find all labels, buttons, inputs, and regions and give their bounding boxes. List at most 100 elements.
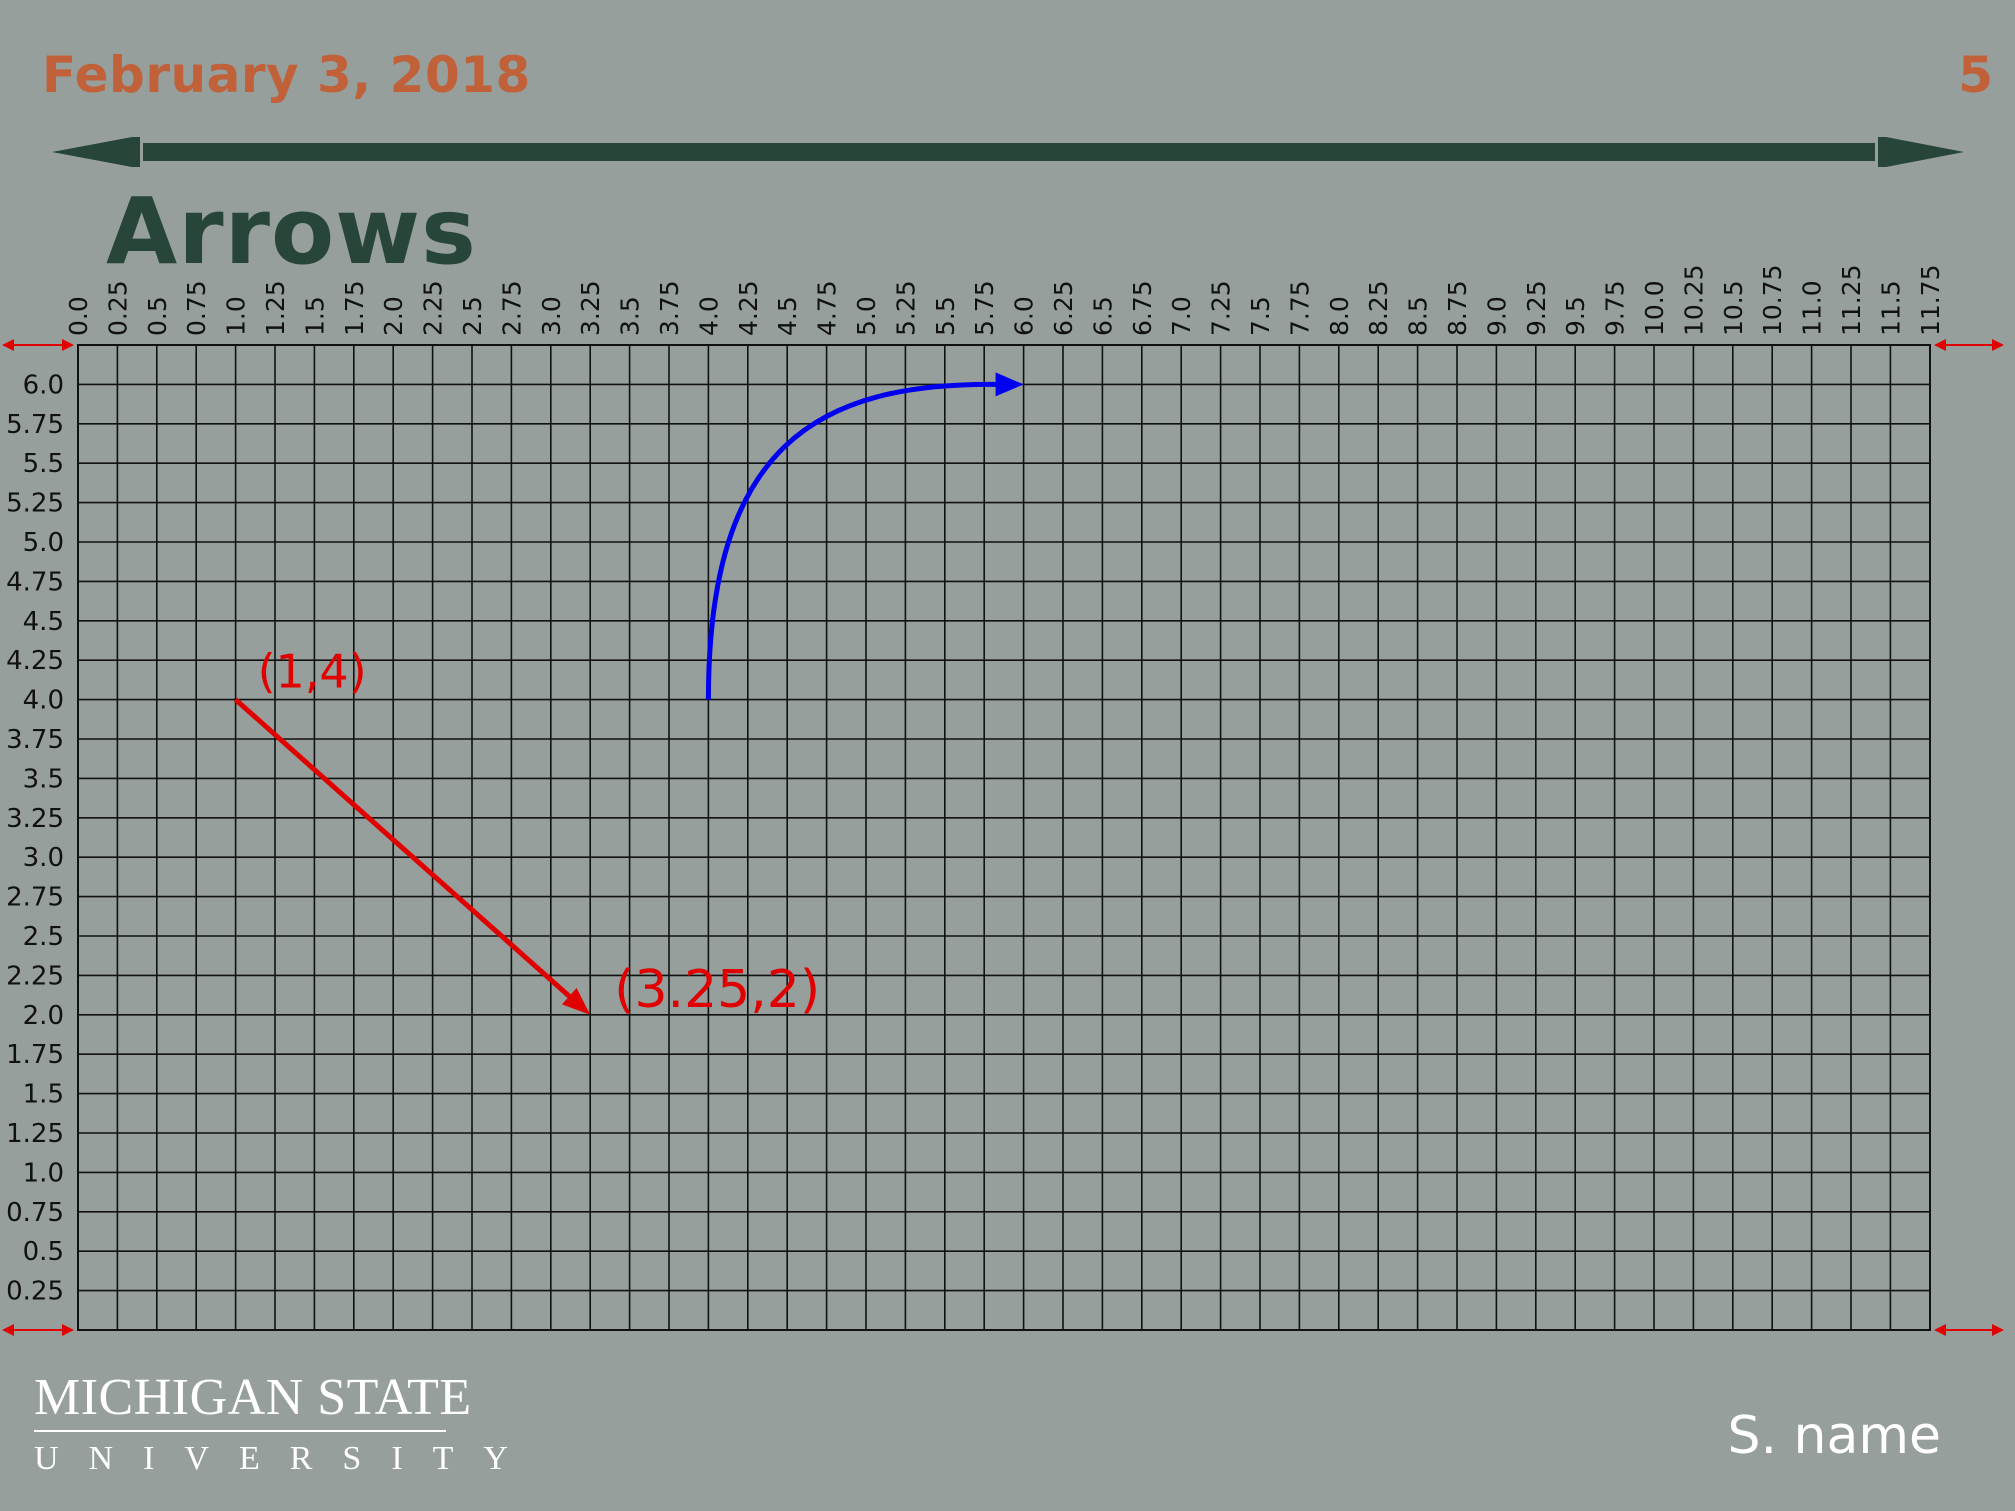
header-arrow-bar [52, 137, 1964, 167]
y-tick-label: 4.5 [23, 607, 64, 637]
x-tick-label: 2.75 [497, 280, 526, 336]
x-tick-label: 4.75 [813, 280, 842, 336]
x-tick-label: 3.5 [616, 296, 645, 336]
edge-double-arrow [1934, 1324, 2004, 1336]
y-tick-label: 1.25 [6, 1119, 64, 1149]
edge-arrow-head [1992, 339, 2004, 351]
x-tick-label: 11.5 [1876, 280, 1905, 336]
header-arrow-left-head [52, 137, 132, 167]
x-tick-label: 9.25 [1522, 280, 1551, 336]
x-tick-label: 1.0 [222, 296, 251, 336]
x-tick-label: 0.75 [182, 280, 211, 336]
x-tick-label: 2.0 [379, 296, 408, 336]
x-tick-label: 3.25 [576, 280, 605, 336]
x-tick-label: 11.0 [1798, 280, 1827, 336]
header-arrow-left-cap [132, 137, 140, 167]
header-arrow-right-cap [1878, 137, 1886, 167]
x-tick-label: 7.25 [1207, 280, 1236, 336]
x-tick-label: 7.5 [1246, 296, 1275, 336]
x-tick-label: 10.0 [1640, 280, 1669, 336]
x-tick-label: 1.75 [340, 280, 369, 336]
start-point-label: (1,4) [258, 645, 367, 699]
x-tick-label: 1.25 [261, 280, 290, 336]
x-tick-label: 3.0 [537, 296, 566, 336]
y-tick-label: 3.25 [6, 804, 64, 834]
x-tick-label: 6.25 [1049, 280, 1078, 336]
x-tick-label: 0.25 [103, 280, 132, 336]
edge-double-arrow [2, 1324, 74, 1336]
x-tick-label: 7.75 [1285, 280, 1314, 336]
edge-arrow-head [2, 339, 14, 351]
y-tick-label: 2.75 [6, 883, 64, 913]
y-tick-label: 1.5 [23, 1080, 64, 1110]
y-tick-label: 0.5 [23, 1237, 64, 1267]
arrow-shapes: (1,4) (3.25,2) [233, 372, 1024, 1020]
edge-arrow-head [1992, 1324, 2004, 1336]
edge-arrow-head [1934, 339, 1946, 351]
edge-markers [2, 339, 2004, 1336]
y-tick-label: 4.75 [6, 567, 64, 597]
edge-arrow-head [62, 339, 74, 351]
straight-arrow-head [561, 987, 591, 1015]
edge-arrow-head [62, 1324, 74, 1336]
y-tick-label: 3.5 [23, 764, 64, 794]
y-tick-label: 0.25 [6, 1277, 64, 1307]
msu-logo: MICHIGAN STATE UNIVERSITY [34, 1369, 538, 1477]
x-tick-label: 2.5 [458, 296, 487, 336]
edge-double-arrow [1934, 339, 2004, 351]
y-tick-label: 2.5 [23, 922, 64, 952]
y-tick-label: 3.0 [23, 843, 64, 873]
y-tick-label: 5.75 [6, 410, 64, 440]
x-tick-labels: 0.0 0.25 0.5 0.75 1.0 1.25 1.5 1.75 2.0 2.25 2.5 2.… [64, 264, 1945, 336]
x-tick-label: 2.25 [419, 280, 448, 336]
grid-border [77, 344, 1931, 1331]
page-number: 5 [1958, 46, 1993, 104]
y-tick-label: 5.25 [6, 489, 64, 519]
curved-arrow-path [705, 381, 998, 700]
y-tick-label: 5.5 [23, 449, 64, 479]
x-tick-label: 10.75 [1758, 264, 1787, 336]
x-tick-label: 6.75 [1128, 280, 1157, 336]
y-tick-label: 5.0 [23, 528, 64, 558]
x-tick-label: 9.5 [1561, 296, 1590, 336]
header-arrow-right-head [1886, 137, 1964, 167]
x-tick-label: 5.75 [970, 280, 999, 336]
x-tick-label: 11.75 [1916, 264, 1945, 336]
x-tick-label: 3.75 [655, 280, 684, 336]
y-tick-label: 4.0 [23, 686, 64, 716]
x-tick-label: 10.25 [1679, 264, 1708, 336]
y-tick-label: 1.0 [23, 1158, 64, 1188]
edge-arrow-head [1934, 1324, 1946, 1336]
x-tick-label: 9.75 [1601, 280, 1630, 336]
author-name: S. name [1727, 1406, 1941, 1466]
edge-double-arrow [2, 339, 74, 351]
logo-line-2: UNIVERSITY [34, 1440, 538, 1477]
coordinate-grid [77, 344, 1931, 1331]
y-tick-label: 0.75 [6, 1198, 64, 1228]
y-tick-label: 2.25 [6, 961, 64, 991]
x-tick-label: 1.5 [300, 296, 329, 336]
straight-arrow-line [233, 697, 571, 999]
y-tick-label: 1.75 [6, 1040, 64, 1070]
edge-arrow-head [2, 1324, 14, 1336]
x-tick-label: 8.0 [1325, 296, 1354, 336]
x-tick-label: 9.0 [1482, 296, 1511, 336]
x-tick-label: 4.0 [694, 296, 723, 336]
x-tick-label: 0.0 [64, 296, 93, 336]
logo-rule [34, 1430, 446, 1432]
logo-line-1: MICHIGAN STATE [34, 1369, 472, 1426]
y-tick-label: 2.0 [23, 1001, 64, 1031]
x-tick-label: 10.5 [1719, 280, 1748, 336]
x-tick-label: 8.5 [1404, 296, 1433, 336]
x-tick-label: 5.5 [931, 296, 960, 336]
x-tick-label: 11.25 [1837, 264, 1866, 336]
x-tick-label: 6.0 [1010, 296, 1039, 336]
slide-date: February 3, 2018 [42, 46, 531, 104]
x-tick-label: 8.25 [1364, 280, 1393, 336]
x-tick-label: 4.5 [773, 296, 802, 336]
x-tick-label: 8.75 [1443, 280, 1472, 336]
y-tick-label: 4.25 [6, 646, 64, 676]
y-tick-label: 6.0 [23, 370, 64, 400]
curved-arrow-head [995, 372, 1024, 397]
